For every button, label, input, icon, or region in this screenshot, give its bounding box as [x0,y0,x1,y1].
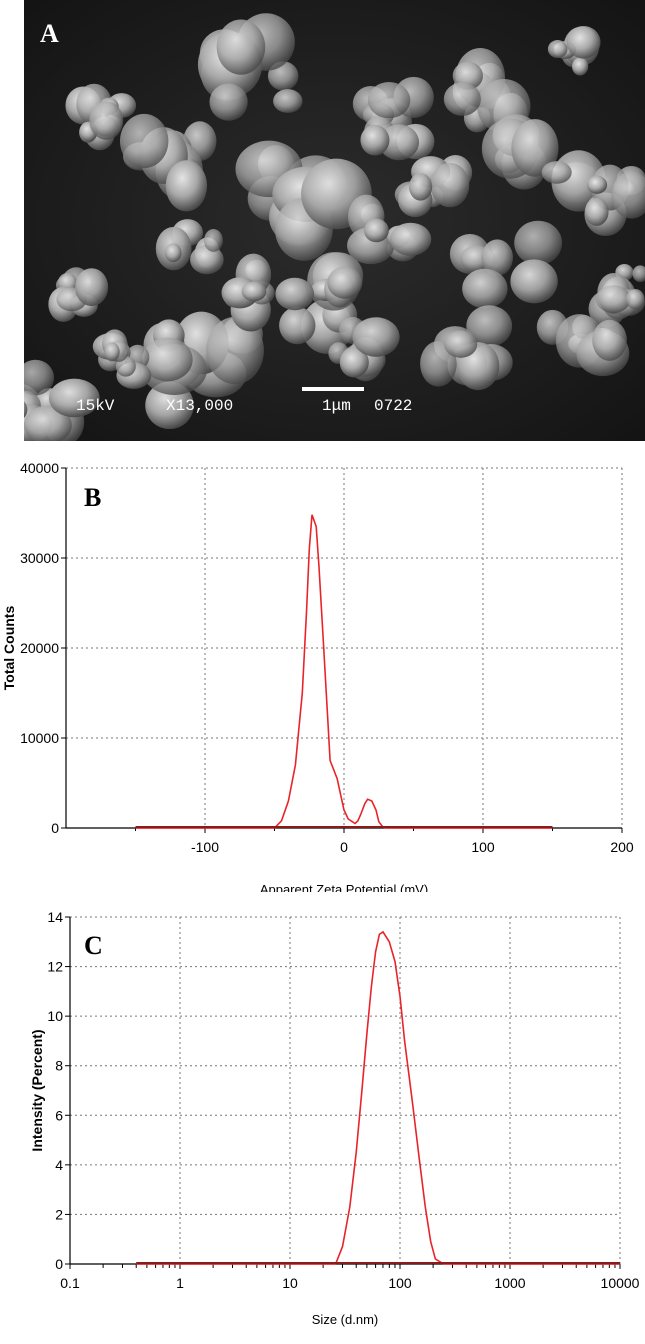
y-tick-label: 2 [55,1206,63,1222]
y-tick-label: 4 [55,1157,63,1173]
sem-particle [203,229,223,252]
x-tick-label: 100 [471,839,495,855]
x-tick-label: 100 [388,1275,412,1291]
sem-particle [164,243,182,263]
sem-micrograph: A 15kV X13,000 1μm 0722 [0,0,645,446]
sem-particle [514,220,563,266]
sem-particle [444,330,478,358]
sem-magnification: X13,000 [166,397,233,415]
sem-voltage: 15kV [76,397,115,415]
sem-particle [48,378,100,418]
sem-particle [430,162,470,208]
sem-particle [547,40,568,59]
sem-particle [241,281,267,302]
sem-micrograph-panel: A 15kV X13,000 1μm 0722 [0,0,645,446]
sem-particle [511,119,559,177]
panel-letter-a: A [40,19,59,48]
x-tick-label: 0 [340,839,348,855]
y-tick-label: 8 [55,1058,63,1074]
x-tick-label: -100 [191,839,219,855]
sem-particle [566,25,601,59]
y-tick-label: 10000 [20,730,59,746]
zeta-potential-chart: 0 10000 20000 30000 40000 -100 0 100 200 Apparent… [0,452,645,897]
x-tick-label: 1 [176,1275,184,1291]
sem-particle [462,268,508,309]
sem-particle [409,173,433,201]
sem-info-bar: 15kV X13,000 1μm 0722 [76,387,412,415]
sem-particle [275,277,315,311]
sem-particle [165,160,208,212]
size-distribution-chart: 0 2 4 6 8 10 12 14 0.1 1 10 100 1000 10000 Size (d.nm)… [0,900,645,1339]
panel-letter-c: C [84,931,103,960]
scale-bar [302,387,364,391]
sem-particle [206,316,264,385]
sem-particle [327,266,363,299]
x-tick-label: 10 [282,1275,298,1291]
data-series-line [136,930,620,1265]
sem-particle [367,81,411,119]
sem-particle [510,259,558,304]
y-tick-label: 40000 [20,460,59,476]
sem-particle [571,57,589,76]
y-tick-label: 14 [47,909,63,925]
sem-particle [632,265,645,283]
sem-particle [16,359,55,396]
zeta-potential-plot: 0 10000 20000 30000 40000 -100 0 100 200 Apparent… [1,460,634,897]
sem-particle [89,101,124,140]
sem-particle [389,222,432,256]
panel-letter-b: B [84,483,101,512]
y-axis-title: Total Counts [1,606,17,691]
size-distribution-plot: 0 2 4 6 8 10 12 14 0.1 1 10 100 1000 10000 Size (d.nm)… [29,909,640,1327]
sem-particle [119,113,169,169]
sem-particle [611,171,645,219]
sem-particle [596,285,631,314]
sem-particle [339,347,369,378]
sem-particles [0,13,645,446]
sem-particle [352,317,400,357]
sem-particle [104,342,120,362]
sem-image-number: 0722 [374,397,412,415]
sem-particle [216,19,266,75]
scale-bar-label: 1μm [322,397,351,415]
x-tick-label: 200 [610,839,634,855]
sem-particle [443,82,481,116]
sem-particle [273,89,303,113]
y-tick-label: 12 [47,959,63,975]
sem-particle [378,124,420,161]
grid-lines [66,467,623,828]
x-axis-title: Apparent Zeta Potential (mV) [260,882,428,892]
sem-particle [586,175,608,194]
y-tick-label: 0 [55,1256,63,1272]
x-axis-title: Size (d.nm) [312,1312,378,1327]
y-tick-label: 0 [51,820,59,836]
grid-lines [70,916,621,1264]
y-tick-label: 30000 [20,550,59,566]
y-tick-label: 20000 [20,640,59,656]
y-tick-label: 6 [55,1107,63,1123]
y-tick-label: 10 [47,1008,63,1024]
y-axis-title: Intensity (Percent) [29,1029,45,1151]
sem-particle [592,319,627,361]
sem-particle [360,124,390,156]
sem-particle [584,197,609,226]
x-tick-label: 10000 [601,1275,640,1291]
sem-particle [75,268,109,307]
data-series-line [135,514,553,829]
x-tick-label: 0.1 [60,1275,80,1291]
sem-particle [190,245,224,275]
sem-particle [466,305,513,347]
sem-particle [23,405,72,445]
sem-particle [481,239,513,276]
sem-particle [209,83,248,121]
sem-particle [541,161,572,184]
sem-particle [279,306,316,345]
sem-particle [142,337,193,382]
sem-particle [364,218,389,243]
sem-particle [626,288,645,310]
x-tick-label: 1000 [494,1275,525,1291]
